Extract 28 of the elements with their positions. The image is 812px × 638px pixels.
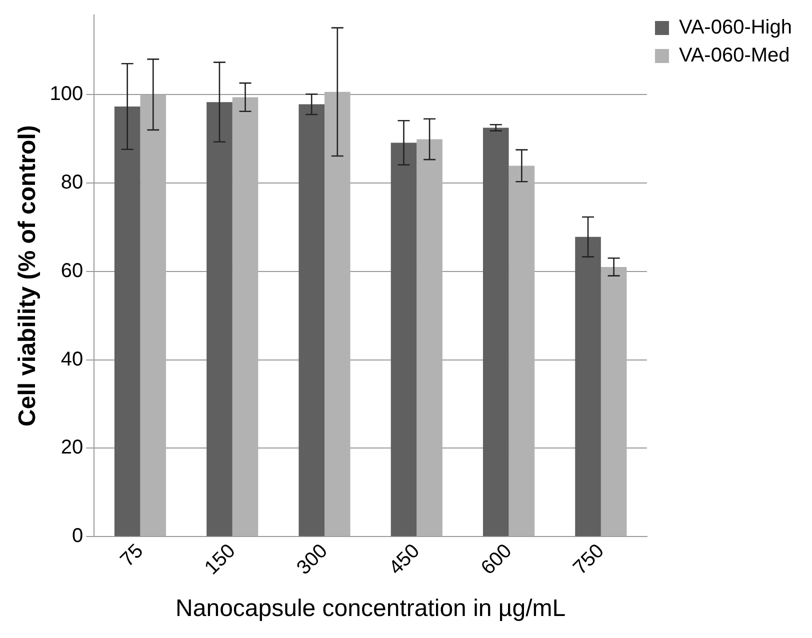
- x-tick-label: 750: [569, 540, 608, 580]
- bar: [416, 139, 442, 536]
- bar: [390, 142, 417, 536]
- bar: [232, 97, 258, 536]
- bar: [575, 236, 601, 536]
- y-tick-label: 20: [60, 436, 84, 459]
- bar: [114, 106, 140, 536]
- bar: [206, 102, 232, 536]
- x-tick-label: 600: [477, 540, 516, 580]
- bar: [600, 266, 627, 536]
- bar: [482, 128, 509, 536]
- y-axis-title: Cell viability (% of control): [14, 125, 42, 426]
- y-tick-label: 100: [50, 83, 84, 106]
- bar: [298, 104, 325, 536]
- bar: [140, 94, 166, 536]
- y-tick-label: 40: [60, 348, 84, 370]
- y-tick-label: 80: [60, 172, 84, 194]
- x-tick-label: 150: [200, 540, 240, 580]
- x-axis-title: Nanocapsule concentration in µg/mL: [176, 595, 566, 622]
- x-tick-label: 75: [116, 540, 148, 572]
- legend-label: VA-060-Med: [678, 44, 790, 67]
- x-tick-label: 450: [384, 540, 424, 580]
- legend-label: VA-060-High: [678, 16, 792, 39]
- y-tick-label: 60: [60, 260, 84, 282]
- bar: [508, 166, 535, 536]
- y-tick-label: 0: [72, 525, 84, 548]
- bar: [324, 92, 350, 536]
- x-tick-label: 300: [292, 540, 332, 580]
